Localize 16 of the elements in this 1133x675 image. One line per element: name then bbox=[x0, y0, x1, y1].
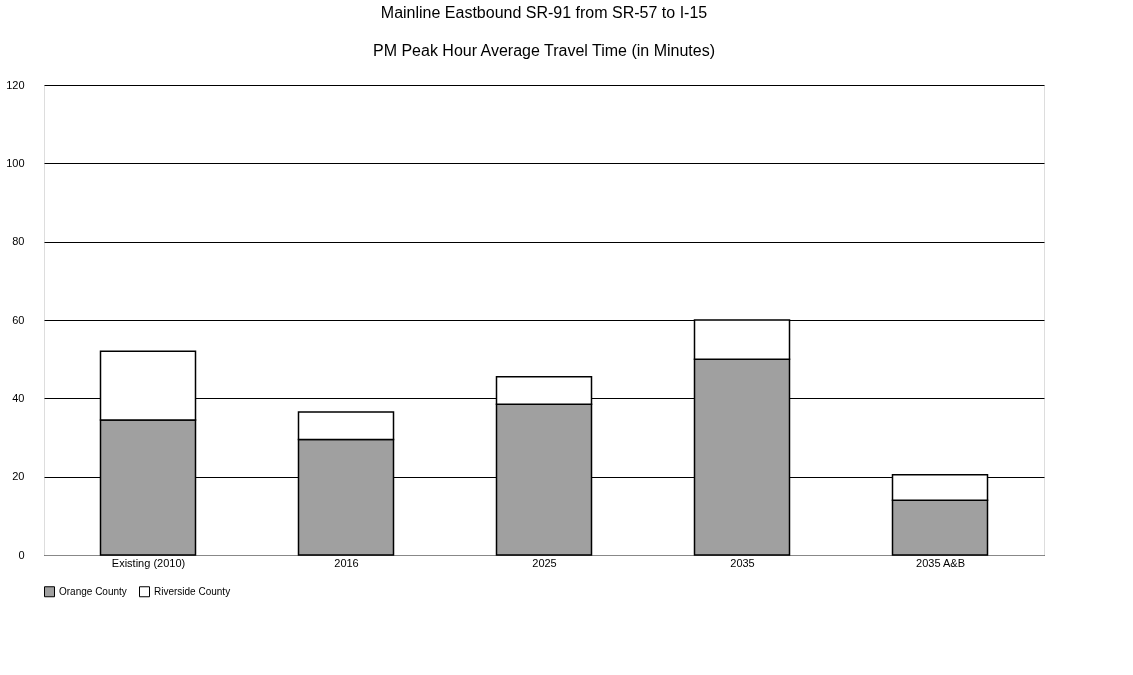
legend-label: Riverside County bbox=[154, 585, 231, 597]
x-tick-label: Existing (2010) bbox=[111, 556, 186, 569]
y-tick-label: 60 bbox=[12, 313, 25, 326]
y-tick-label: 40 bbox=[12, 391, 25, 404]
y-tick-label: 120 bbox=[6, 78, 25, 91]
x-tick-label: 2016 bbox=[334, 556, 359, 569]
chart-subtitle: PM Peak Hour Average Travel Time (in Minutes) bbox=[372, 42, 716, 59]
y-tick-label: 20 bbox=[12, 470, 25, 483]
y-tick-label: 80 bbox=[12, 235, 25, 248]
x-tick-label: 2035 A&B bbox=[916, 556, 965, 569]
y-tick-label: 0 bbox=[18, 548, 25, 561]
x-tick-label: 2035 bbox=[730, 556, 755, 569]
x-tick-label: 2025 bbox=[532, 556, 557, 569]
y-tick-label: 100 bbox=[6, 156, 25, 169]
legend-label: Orange County bbox=[59, 585, 127, 597]
chart-title: Mainline Eastbound SR-91 from SR-57 to I-15 bbox=[380, 4, 708, 21]
